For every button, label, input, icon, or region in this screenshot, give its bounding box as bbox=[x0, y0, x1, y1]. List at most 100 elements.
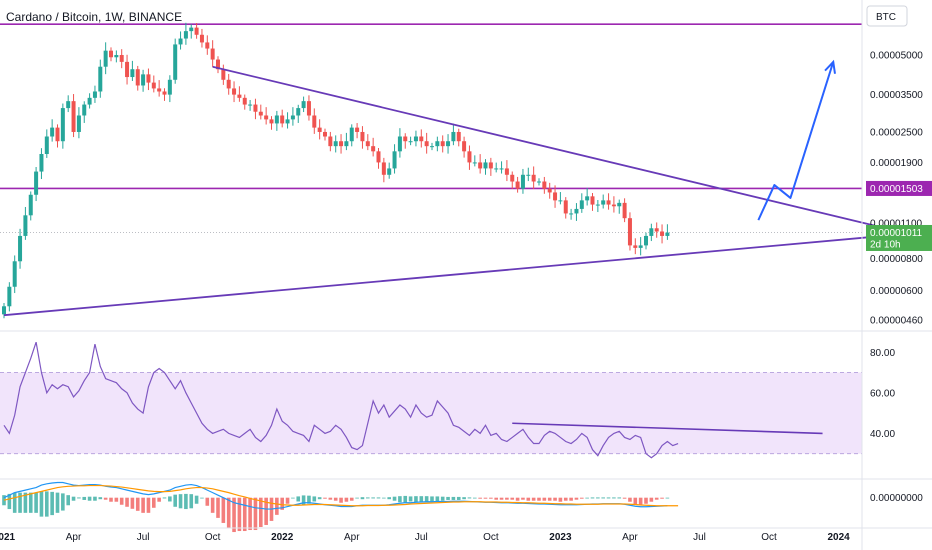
candle-body[interactable] bbox=[558, 200, 563, 202]
candle-body[interactable] bbox=[66, 101, 71, 109]
candle-body[interactable] bbox=[542, 181, 547, 189]
candle-body[interactable] bbox=[622, 202, 627, 219]
candle-body[interactable] bbox=[494, 168, 499, 170]
candle-body[interactable] bbox=[617, 202, 622, 207]
macd-pane[interactable] bbox=[2, 481, 679, 533]
candle-body[interactable] bbox=[178, 38, 183, 45]
candle-body[interactable] bbox=[574, 208, 579, 214]
candle-body[interactable] bbox=[50, 127, 55, 137]
candle-body[interactable] bbox=[301, 101, 306, 109]
projection-path[interactable] bbox=[757, 61, 835, 221]
candle-body[interactable] bbox=[403, 136, 408, 142]
candle-body[interactable] bbox=[18, 235, 23, 262]
candle-body[interactable] bbox=[339, 141, 344, 147]
candle-body[interactable] bbox=[355, 127, 360, 132]
candle-body[interactable] bbox=[119, 55, 124, 62]
candle-body[interactable] bbox=[34, 171, 39, 195]
candle-body[interactable] bbox=[585, 196, 590, 201]
candle-body[interactable] bbox=[520, 174, 525, 189]
signal-line[interactable] bbox=[3, 484, 679, 507]
candle-body[interactable] bbox=[531, 174, 536, 182]
candle-body[interactable] bbox=[515, 181, 520, 189]
candle-body[interactable] bbox=[103, 50, 108, 67]
macd-line[interactable] bbox=[3, 481, 668, 510]
candle-body[interactable] bbox=[440, 141, 445, 147]
candle-body[interactable] bbox=[312, 115, 317, 128]
candle-body[interactable] bbox=[135, 69, 140, 86]
candle-body[interactable] bbox=[253, 104, 258, 112]
candle-body[interactable] bbox=[323, 131, 327, 137]
candle-body[interactable] bbox=[499, 168, 504, 170]
candle-body[interactable] bbox=[216, 59, 220, 70]
candle-body[interactable] bbox=[167, 79, 172, 95]
candle-body[interactable] bbox=[446, 141, 451, 147]
candle-body[interactable] bbox=[601, 200, 606, 205]
candle-body[interactable] bbox=[210, 48, 215, 60]
candle-body[interactable] bbox=[7, 286, 12, 307]
candle-body[interactable] bbox=[333, 141, 338, 147]
candle-body[interactable] bbox=[183, 31, 188, 39]
candle-body[interactable] bbox=[553, 192, 558, 201]
candle-body[interactable] bbox=[451, 131, 456, 142]
candle-body[interactable] bbox=[76, 115, 81, 132]
candle-body[interactable] bbox=[39, 153, 44, 172]
candle-body[interactable] bbox=[258, 111, 263, 116]
currency-selector-box[interactable] bbox=[866, 5, 908, 27]
candle-body[interactable] bbox=[526, 174, 531, 176]
candle-body[interactable] bbox=[328, 136, 333, 147]
candle-body[interactable] bbox=[205, 42, 210, 49]
rsi-trendline[interactable] bbox=[512, 422, 823, 435]
candle-body[interactable] bbox=[60, 108, 65, 142]
candle-body[interactable] bbox=[306, 101, 311, 116]
candle-body[interactable] bbox=[654, 228, 659, 232]
trendline[interactable] bbox=[3, 236, 871, 317]
candle-body[interactable] bbox=[371, 146, 376, 152]
candle-body[interactable] bbox=[365, 141, 370, 147]
candle-body[interactable] bbox=[627, 218, 632, 246]
candle-body[interactable] bbox=[290, 115, 295, 120]
candle-body[interactable] bbox=[317, 127, 322, 132]
candle-body[interactable] bbox=[44, 136, 49, 154]
candle-body[interactable] bbox=[413, 136, 418, 142]
candle-body[interactable] bbox=[595, 204, 600, 206]
candle-body[interactable] bbox=[157, 88, 162, 92]
candle-body[interactable] bbox=[606, 200, 611, 205]
candle-body[interactable] bbox=[162, 91, 167, 95]
candle-body[interactable] bbox=[248, 104, 253, 106]
candle-body[interactable] bbox=[483, 162, 488, 169]
candle-body[interactable] bbox=[419, 136, 424, 142]
trendline[interactable] bbox=[212, 65, 882, 229]
candle-body[interactable] bbox=[360, 131, 365, 142]
candle-body[interactable] bbox=[280, 115, 285, 124]
currency-label[interactable]: BTC bbox=[876, 12, 896, 23]
candle-body[interactable] bbox=[456, 131, 461, 142]
candle-body[interactable] bbox=[125, 61, 130, 78]
candle-body[interactable] bbox=[644, 235, 648, 246]
candle-body[interactable] bbox=[141, 74, 146, 86]
candle-body[interactable] bbox=[146, 74, 151, 83]
candle-body[interactable] bbox=[611, 204, 616, 207]
rsi-line[interactable] bbox=[3, 341, 679, 459]
candle-body[interactable] bbox=[563, 200, 568, 214]
candle-body[interactable] bbox=[349, 127, 354, 142]
candle-body[interactable] bbox=[71, 101, 76, 132]
candle-body[interactable] bbox=[569, 213, 574, 215]
candle-body[interactable] bbox=[199, 34, 204, 43]
candle-body[interactable] bbox=[660, 231, 665, 236]
candle-body[interactable] bbox=[151, 82, 156, 89]
candle-body[interactable] bbox=[537, 181, 541, 183]
candle-body[interactable] bbox=[467, 151, 472, 163]
candle-body[interactable] bbox=[478, 162, 483, 169]
candle-body[interactable] bbox=[397, 136, 402, 152]
candle-body[interactable] bbox=[488, 162, 493, 169]
candle-body[interactable] bbox=[638, 245, 643, 248]
candle-body[interactable] bbox=[274, 115, 279, 124]
candle-body[interactable] bbox=[2, 306, 6, 315]
candle-body[interactable] bbox=[221, 69, 226, 80]
candle-body[interactable] bbox=[344, 141, 349, 147]
candle-body[interactable] bbox=[23, 215, 28, 236]
candle-body[interactable] bbox=[381, 162, 386, 175]
candle-body[interactable] bbox=[98, 66, 103, 92]
candle-body[interactable] bbox=[130, 69, 135, 78]
